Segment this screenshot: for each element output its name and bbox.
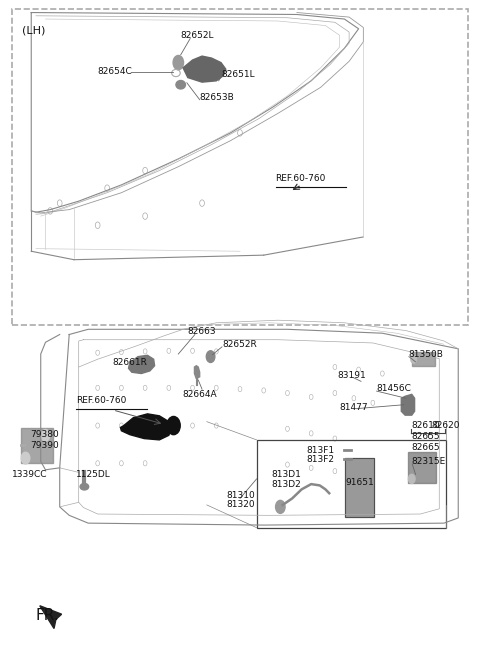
Text: 82665: 82665 xyxy=(412,443,440,451)
Text: (LH): (LH) xyxy=(22,26,45,35)
Polygon shape xyxy=(129,356,155,373)
Text: 1339CC: 1339CC xyxy=(12,470,48,479)
Text: 82663: 82663 xyxy=(188,327,216,336)
Text: 813D2: 813D2 xyxy=(271,480,301,489)
Text: 813F2: 813F2 xyxy=(306,455,335,464)
Text: 82661R: 82661R xyxy=(113,358,148,367)
Polygon shape xyxy=(120,414,171,440)
Text: 83191: 83191 xyxy=(337,371,366,380)
Circle shape xyxy=(173,56,183,70)
Text: 82664A: 82664A xyxy=(182,390,217,399)
Bar xyxy=(345,458,374,517)
Text: REF.60-760: REF.60-760 xyxy=(76,396,127,405)
Polygon shape xyxy=(183,56,226,82)
Bar xyxy=(412,352,434,367)
Bar xyxy=(21,428,53,463)
Ellipse shape xyxy=(80,483,89,490)
Text: 91651: 91651 xyxy=(345,478,374,487)
Circle shape xyxy=(41,430,50,441)
Text: 82610: 82610 xyxy=(412,421,440,430)
Text: 82620: 82620 xyxy=(432,421,460,430)
Text: 81456C: 81456C xyxy=(377,384,411,393)
Text: 81310: 81310 xyxy=(227,491,255,500)
Text: 1125DL: 1125DL xyxy=(76,470,111,479)
Text: 82651L: 82651L xyxy=(221,70,255,79)
Circle shape xyxy=(411,356,417,363)
Polygon shape xyxy=(401,394,415,415)
Text: REF.60-760: REF.60-760 xyxy=(276,174,326,183)
Text: 82652R: 82652R xyxy=(222,340,257,349)
Polygon shape xyxy=(194,366,200,379)
Text: 79380: 79380 xyxy=(30,430,59,438)
Text: 81320: 81320 xyxy=(227,501,255,510)
Text: 813D1: 813D1 xyxy=(271,470,301,479)
Text: 82315E: 82315E xyxy=(412,457,446,466)
Polygon shape xyxy=(40,605,61,628)
Text: 813F1: 813F1 xyxy=(306,446,335,455)
Text: 82653B: 82653B xyxy=(200,92,234,102)
Bar xyxy=(408,451,436,483)
Text: 79390: 79390 xyxy=(30,441,59,449)
Circle shape xyxy=(276,501,285,514)
Text: FR.: FR. xyxy=(36,608,60,623)
Ellipse shape xyxy=(176,81,185,89)
Text: 82655: 82655 xyxy=(412,432,440,441)
Circle shape xyxy=(408,474,415,483)
Bar xyxy=(12,9,468,325)
Circle shape xyxy=(167,417,180,435)
Text: 82654C: 82654C xyxy=(97,66,132,75)
Bar xyxy=(257,440,446,527)
Circle shape xyxy=(206,351,215,363)
Text: 81477: 81477 xyxy=(340,403,368,412)
Bar xyxy=(345,458,374,517)
Circle shape xyxy=(21,452,30,464)
Text: 81350B: 81350B xyxy=(408,350,444,359)
Text: 82652L: 82652L xyxy=(180,31,214,40)
